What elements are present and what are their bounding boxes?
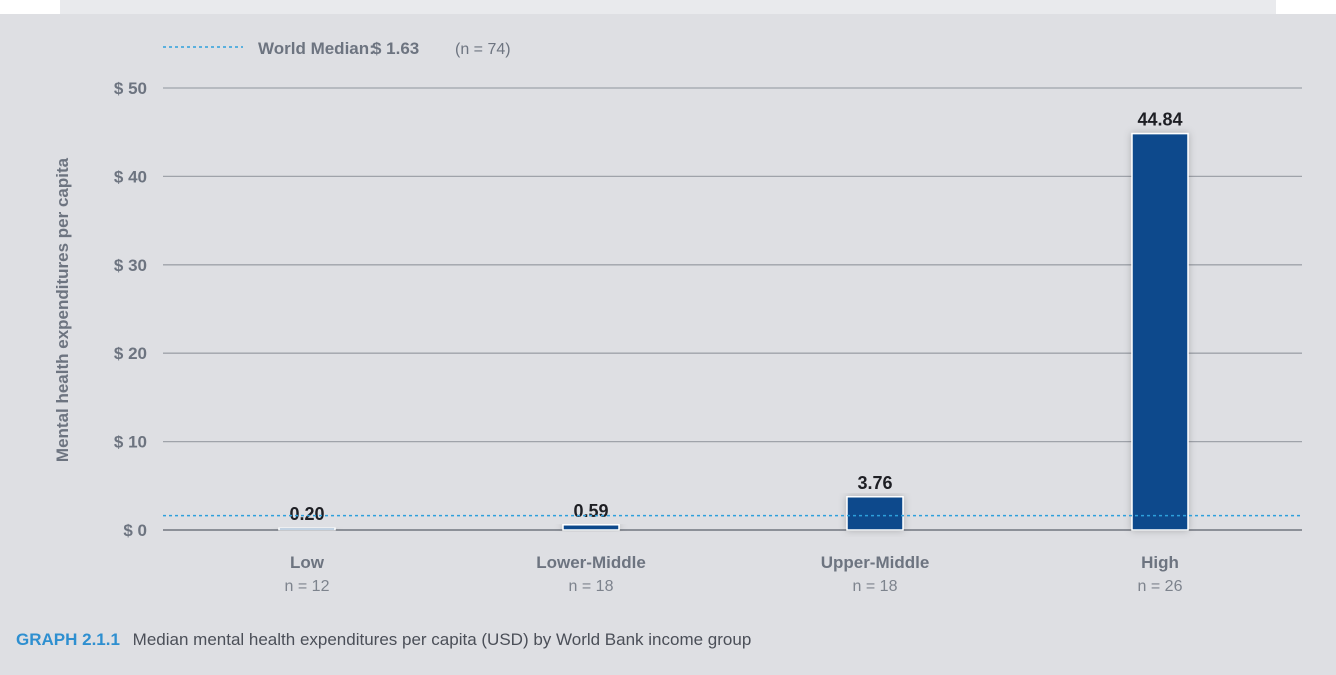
caption-label: GRAPH 2.1.1 bbox=[16, 630, 120, 649]
y-axis-label: Mental health expenditures per capita bbox=[53, 157, 72, 462]
top-strip bbox=[0, 0, 1336, 14]
y-tick-labels: $ 0 $ 10 $ 20 $ 30 $ 40 $ 50 bbox=[114, 79, 147, 540]
bar bbox=[562, 524, 620, 531]
sample-size-label: n = 12 bbox=[285, 578, 330, 595]
y-tick-label: $ 30 bbox=[114, 256, 147, 275]
y-tick-label: $ 10 bbox=[114, 433, 147, 452]
bar bbox=[846, 496, 904, 531]
legend: World Median: $ 1.63 (n = 74) bbox=[163, 39, 511, 58]
bar bbox=[1131, 132, 1189, 531]
x-tick-labels: Low n = 12 Lower-Middle n = 18 Upper-Middle n… bbox=[285, 553, 1183, 595]
caption-text: Median mental health expenditures per ca… bbox=[132, 630, 752, 649]
top-strip-shape bbox=[60, 0, 1276, 14]
y-tick-label: $ 40 bbox=[114, 167, 147, 186]
sample-size-label: n = 18 bbox=[569, 578, 614, 595]
y-tick-label: $ 20 bbox=[114, 344, 147, 363]
sample-size-label: n = 18 bbox=[853, 578, 898, 595]
data-label: 0.20 bbox=[289, 504, 324, 524]
x-tick-label: Lower-Middle bbox=[536, 553, 646, 572]
x-tick-label: Upper-Middle bbox=[821, 553, 930, 572]
data-label: 44.84 bbox=[1137, 110, 1182, 130]
bar-chart: World Median: $ 1.63 (n = 74) Mental hea… bbox=[53, 39, 1302, 595]
legend-value: $ 1.63 bbox=[372, 39, 419, 58]
bar bbox=[278, 527, 336, 531]
y-tick-label: $ 50 bbox=[114, 79, 147, 98]
data-label: 3.76 bbox=[857, 473, 892, 493]
bars bbox=[278, 132, 1189, 531]
sample-size-label: n = 26 bbox=[1138, 578, 1183, 595]
x-tick-label: High bbox=[1141, 553, 1179, 572]
y-tick-label: $ 0 bbox=[123, 521, 147, 540]
legend-label: World Median: bbox=[258, 39, 375, 58]
data-labels: 0.20 0.59 3.76 44.84 bbox=[289, 110, 1182, 524]
gridlines bbox=[163, 87, 1302, 531]
data-label: 0.59 bbox=[573, 501, 608, 521]
figure-caption: GRAPH 2.1.1 Median mental health expendi… bbox=[16, 630, 751, 650]
legend-n: (n = 74) bbox=[455, 41, 511, 58]
x-tick-label: Low bbox=[290, 553, 325, 572]
